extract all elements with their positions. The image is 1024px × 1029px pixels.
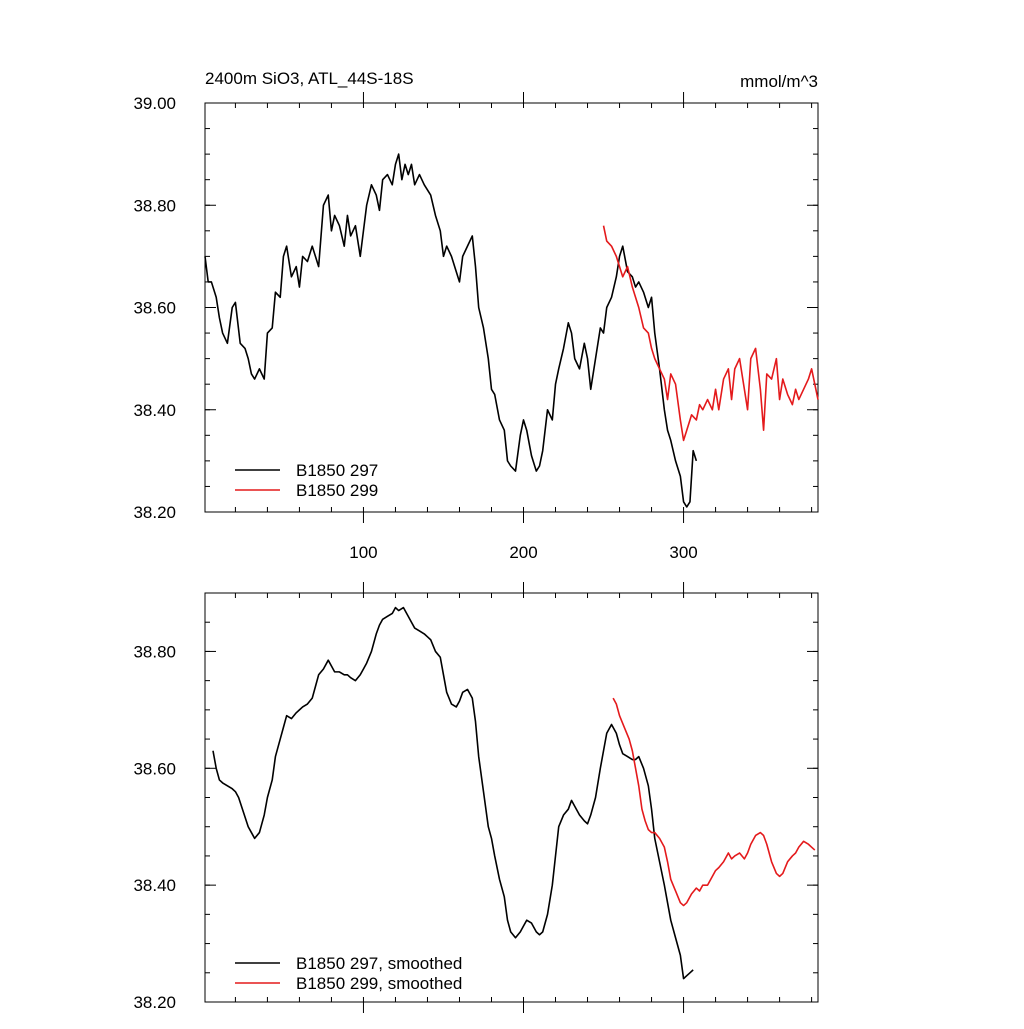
top-panel: 2400m SiO3, ATL_44S-18S mmol/m^3 38.2038… [133, 69, 819, 562]
series-line-1 [212, 606, 694, 980]
y-tick-label: 38.40 [133, 401, 176, 420]
series-line-2 [612, 697, 816, 907]
y-tick-label: 38.20 [133, 503, 176, 522]
bottom-axes: 38.20 38.40 38.60 38.80 [133, 582, 818, 1013]
x-tick-label: 100 [349, 543, 377, 562]
chart-title: 2400m SiO3, ATL_44S-18S [205, 69, 414, 88]
x-tick-label: 200 [509, 543, 537, 562]
y-tick-label: 38.60 [133, 759, 176, 778]
bottom-panel: 38.20 38.40 38.60 38.80 B1850 297, smoothed… [133, 582, 819, 1013]
bottom-plot-frame [204, 592, 819, 1003]
y-tick-label: 38.80 [133, 642, 176, 661]
x-tick-label: 300 [669, 543, 697, 562]
y-tick-label: 38.80 [133, 196, 176, 215]
y-tick-label: 38.60 [133, 299, 176, 318]
legend-label: B1850 299 [296, 481, 378, 500]
y-tick-label: 39.00 [133, 94, 176, 113]
legend-label: B1850 299, smoothed [296, 974, 462, 993]
units-label: mmol/m^3 [740, 72, 818, 91]
series-line-2 [602, 225, 819, 442]
bottom-series-lines [212, 606, 816, 980]
series-line-1 [204, 153, 698, 508]
top-series-lines [204, 153, 819, 508]
legend-label: B1850 297 [296, 461, 378, 480]
y-tick-label: 38.20 [133, 993, 176, 1012]
y-tick-label: 38.40 [133, 876, 176, 895]
legend-label: B1850 297, smoothed [296, 954, 462, 973]
top-axes: 38.20 38.40 38.60 38.80 39.00 100 200 300 [133, 92, 818, 562]
top-plot-frame [204, 102, 819, 513]
